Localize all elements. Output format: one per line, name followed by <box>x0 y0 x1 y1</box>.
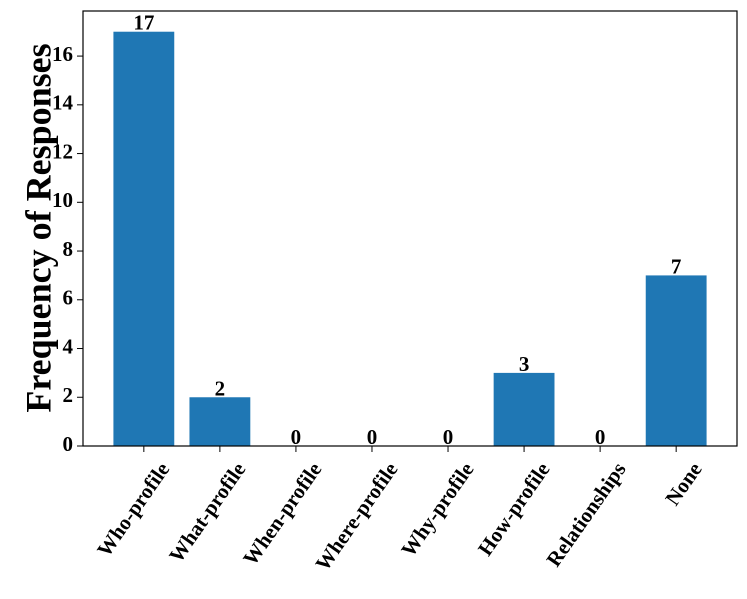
axes-frame <box>82 10 738 447</box>
y-tick-label: 0 <box>63 432 74 456</box>
y-tick-label: 16 <box>52 42 73 66</box>
y-tick-label: 2 <box>63 383 74 407</box>
y-tick-label: 4 <box>63 334 74 358</box>
x-tick-label: How-profile <box>473 458 555 560</box>
value-label: 0 <box>367 425 378 449</box>
value-label: 0 <box>443 425 454 449</box>
value-label: 17 <box>133 11 154 35</box>
x-tick-label: Why-profile <box>396 458 478 561</box>
y-axis-label: Frequency of Responses <box>18 43 58 412</box>
y-tick-label: 14 <box>52 91 74 115</box>
x-tick-label: None <box>660 458 706 510</box>
y-tick-label: 6 <box>63 286 74 310</box>
bar <box>189 397 251 446</box>
x-tick-label: What-profile <box>164 458 250 567</box>
x-tick-label: Relationships <box>541 458 630 571</box>
value-label: 2 <box>215 376 226 400</box>
value-label: 7 <box>671 254 682 278</box>
value-label: 0 <box>291 425 302 449</box>
value-label: 3 <box>519 352 530 376</box>
y-tick-label: 10 <box>52 188 73 212</box>
value-label: 0 <box>595 425 606 449</box>
y-tick-label: 12 <box>52 139 73 163</box>
x-tick-label: Where-profile <box>310 458 402 575</box>
y-tick-label: 8 <box>63 237 74 261</box>
bar <box>113 31 175 446</box>
x-tick-label: When-profile <box>238 458 326 570</box>
x-tick-label: Who-profile <box>92 458 174 561</box>
bar <box>645 275 707 446</box>
bar <box>493 372 555 446</box>
